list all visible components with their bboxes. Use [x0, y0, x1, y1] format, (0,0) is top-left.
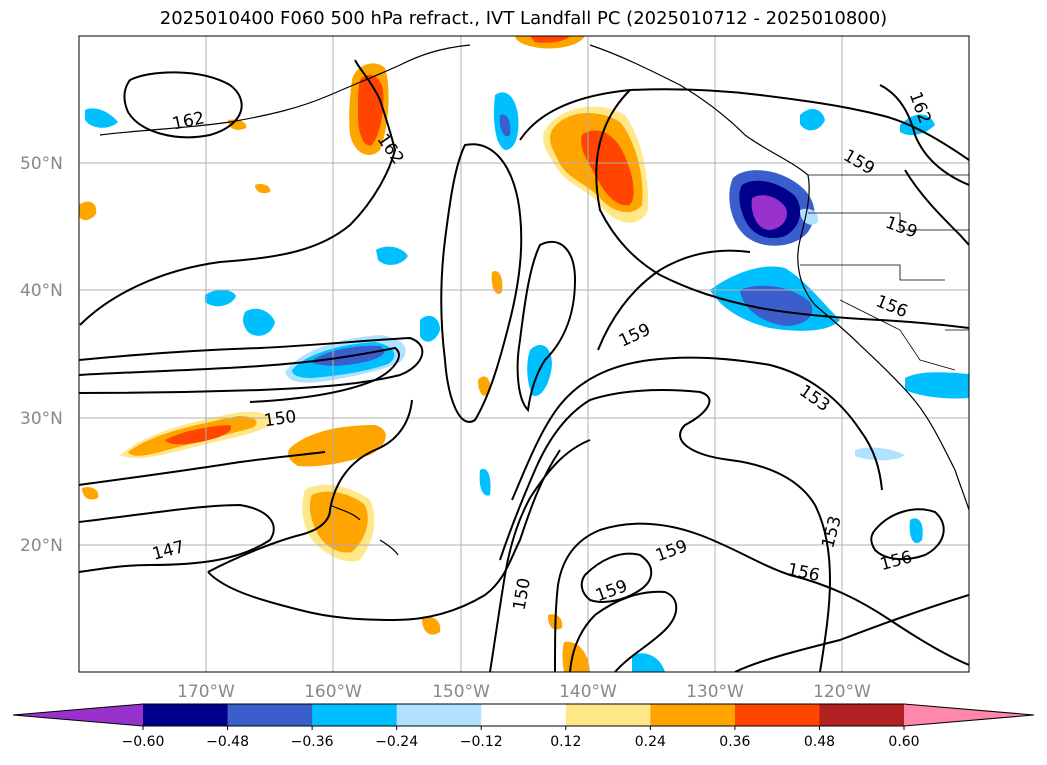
- fill-region: [751, 195, 787, 230]
- colorbar-extend-max: [904, 704, 1034, 726]
- lat-label: 30°N: [20, 409, 63, 429]
- contour-line: [489, 439, 591, 672]
- fill-region: [82, 487, 99, 500]
- contour-line: [519, 88, 969, 161]
- fill-region: [420, 315, 440, 342]
- contour-line: [440, 143, 523, 423]
- colorbar-tick-label: −0.36: [291, 734, 334, 750]
- contour-line: [499, 389, 832, 672]
- contour-line: [79, 346, 400, 403]
- fill-region: [491, 270, 503, 294]
- contour-line: [595, 89, 969, 329]
- contour-line: [879, 84, 969, 186]
- contour-line: [79, 59, 397, 326]
- plot-frame: [78, 35, 970, 673]
- colorbar-ticks: −0.60 −0.48 −0.36 −0.24 −0.12 0.12 0.24 0.36 0.4…: [122, 726, 920, 750]
- fill-region: [479, 468, 491, 496]
- contour-line: [597, 249, 751, 351]
- fill-region: [581, 130, 634, 206]
- colorbar-segment: [650, 704, 736, 726]
- fill-region: [422, 616, 441, 635]
- contour-line: [207, 399, 561, 622]
- fill-region: [909, 518, 923, 544]
- height-contours: [79, 59, 969, 672]
- fill-region: [905, 372, 969, 399]
- colorbar-segment: [396, 704, 482, 726]
- map-title: 2025010400 F060 500 hPa refract., IVT La…: [159, 8, 888, 29]
- colorbar-segment: [734, 704, 820, 726]
- lat-label: 50°N: [20, 154, 63, 174]
- fill-region: [309, 491, 368, 553]
- contour-line: [516, 240, 577, 413]
- colorbar-segment: [565, 704, 651, 726]
- fill-region: [800, 108, 825, 131]
- colorbar-tick-label: −0.24: [375, 734, 418, 750]
- contour-line: [554, 522, 969, 672]
- fill-region: [205, 289, 236, 307]
- colorbar-tick-label: 0.36: [719, 734, 750, 750]
- fill-region: [632, 653, 665, 672]
- colorbar-segment: [312, 704, 398, 726]
- fill-region: [740, 285, 813, 326]
- contour-label: 150: [263, 407, 298, 431]
- contour-line: [79, 451, 326, 573]
- colorbar-tick-label: 0.12: [550, 734, 581, 750]
- contour-line: [123, 71, 243, 139]
- colorbar-tick-label: 0.24: [635, 734, 666, 750]
- fill-region: [255, 183, 271, 194]
- colorbar-segment: [227, 704, 313, 726]
- fill-region: [376, 246, 408, 265]
- colorbar-extend-min: [13, 704, 143, 726]
- fill-region: [85, 108, 118, 128]
- coastlines: [99, 44, 969, 556]
- fill-region: [530, 36, 570, 43]
- colorbar-segment: [481, 704, 567, 726]
- political-borders: [800, 174, 969, 371]
- colorbar-segment: [143, 704, 229, 726]
- lat-label: 20°N: [20, 536, 63, 556]
- lat-label: 40°N: [20, 281, 63, 301]
- colorbar-tick-label: 0.48: [804, 734, 835, 750]
- contour-line: [79, 336, 424, 394]
- fill-region: [243, 308, 275, 336]
- contour-line: [904, 169, 969, 246]
- fill-region: [562, 641, 590, 672]
- latitude-labels: 50°N 40°N 30°N 20°N: [20, 154, 63, 556]
- plot-area: [79, 36, 969, 672]
- contour-line: [569, 590, 678, 672]
- longitude-labels: 170°W 160°W 150°W 140°W 130°W 120°W: [177, 682, 871, 702]
- contour-line: [511, 356, 883, 501]
- lon-label: 120°W: [813, 682, 871, 702]
- colorbar-segment: [819, 704, 905, 726]
- colorbar-tick-label: −0.48: [206, 734, 249, 750]
- contour-line: [580, 552, 653, 603]
- fill-region: [478, 376, 491, 396]
- fill-region: [288, 425, 386, 467]
- contour-line: [870, 508, 945, 561]
- fill-region: [79, 201, 97, 221]
- lon-label: 160°W: [304, 682, 362, 702]
- lon-label: 130°W: [686, 682, 744, 702]
- lon-label: 170°W: [177, 682, 235, 702]
- fill-region: [900, 114, 935, 136]
- fill-region: [165, 425, 231, 445]
- fill-region: [499, 114, 511, 137]
- lon-label: 150°W: [432, 682, 490, 702]
- lon-label: 140°W: [559, 682, 617, 702]
- graticule: [79, 36, 969, 672]
- colorbar-tick-label: −0.12: [460, 734, 503, 750]
- fill-region: [855, 447, 905, 461]
- colorbar: [12, 703, 1035, 727]
- colorbar-tick-label: 0.60: [888, 734, 919, 750]
- contour-line: [734, 594, 969, 672]
- colorbar-tick-label: −0.60: [122, 734, 165, 750]
